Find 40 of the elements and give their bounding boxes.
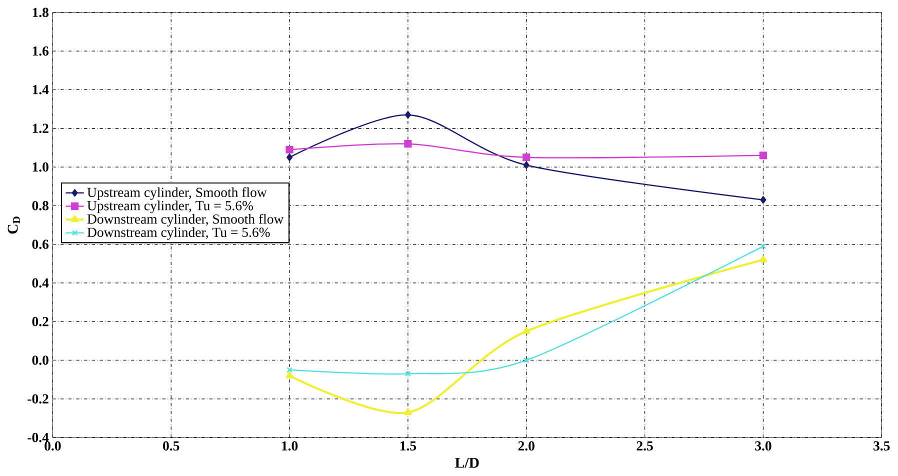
point [759,152,768,160]
point [286,372,294,379]
x-tick-label: 1.0 [282,441,298,451]
point [760,196,766,204]
point [404,140,412,148]
point [522,154,530,162]
y-tick-label: -0.2 [28,394,48,404]
x-tick-label: 2.0 [518,441,534,451]
x-tick-label: 3.5 [874,441,890,451]
y-tick-label: 1.4 [32,85,49,95]
y-axis-title: C$_{D}$ [8,216,20,234]
y-tick-label: 0.4 [32,278,49,288]
x-tick-label: 1.5 [400,441,416,451]
legend-label: Downstream cylinder, Smooth flow [87,214,284,227]
y-tick-label: 1.6 [32,46,49,56]
legend-label: Upstream cylinder, Smooth flow [87,187,267,200]
y-tick-label: -0.4 [28,433,49,442]
x-axis-title: L/D [455,458,479,468]
y-tick-label: 1.0 [32,162,48,172]
legend-label: Upstream cylinder, Tu = 5.6% [87,200,254,214]
point [286,154,293,162]
point [404,408,412,416]
point [523,358,530,364]
x-tick-label: 3.0 [755,441,772,451]
point [522,327,530,334]
point [759,256,768,263]
x-tick-label: 0.5 [163,441,180,451]
x-tick-label: 2.5 [636,441,653,451]
point [405,371,411,377]
y-tick-label: 0.2 [32,317,48,326]
point [404,111,411,119]
y-tick-label: 0.6 [32,240,49,250]
y-tick-label: 1.8 [32,8,48,18]
y-tick-label: 0.8 [32,201,48,211]
x-tick-label: 0.0 [44,441,61,451]
y-tick-label: 1.2 [32,124,48,134]
point [286,146,294,154]
legend-label: Downstream cylinder, Tu = 5.6% [87,228,270,240]
point [523,161,530,170]
y-tick-label: 0.0 [32,356,48,366]
